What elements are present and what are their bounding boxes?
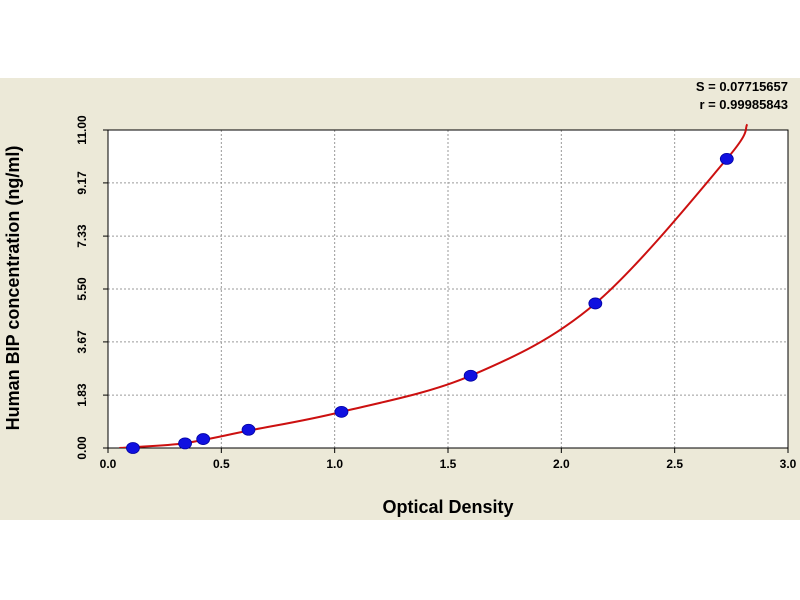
y-tick-label: 0.00	[75, 436, 89, 460]
plot-frame	[107, 129, 789, 449]
data-point-4	[334, 405, 349, 418]
data-points	[126, 153, 734, 454]
data-point-0	[126, 442, 140, 454]
data-point-1	[178, 437, 192, 450]
x-axis-title: Optical Density	[382, 497, 513, 517]
fit-curve-layer	[119, 123, 749, 448]
data-point-2	[196, 433, 211, 445]
x-tick-label: 0.5	[213, 457, 230, 471]
stat-s: S = 0.07715657	[696, 79, 788, 94]
data-point-3	[241, 423, 256, 436]
x-tick-label: 3.0	[780, 457, 797, 471]
ticks: 0.0 0.5 1.0 1.5 2.0 2.5 3.0 0.00 1.83 3.67 5.50 7.3…	[75, 115, 797, 471]
data-point-7	[719, 153, 734, 165]
x-tick-label: 2.0	[553, 457, 570, 471]
y-tick-label: 1.83	[75, 383, 89, 407]
x-tick-label: 2.5	[666, 457, 683, 471]
y-axis-title: Human BIP concentration (ng/ml)	[3, 146, 23, 431]
stat-r: r = 0.99985843	[699, 97, 788, 112]
y-tick-label: 9.17	[75, 171, 89, 195]
x-tick-label: 1.5	[440, 457, 457, 471]
x-tick-label: 0.0	[100, 457, 117, 471]
data-point-5	[463, 369, 478, 382]
y-tick-label: 5.50	[75, 277, 89, 301]
x-tick-label: 1.0	[326, 457, 343, 471]
fit-curve	[119, 123, 749, 448]
y-tick-label: 7.33	[75, 224, 89, 248]
data-point-6	[588, 297, 603, 310]
gridlines	[108, 130, 788, 448]
y-tick-label: 11.00	[75, 115, 89, 145]
y-tick-label: 3.67	[75, 330, 89, 354]
